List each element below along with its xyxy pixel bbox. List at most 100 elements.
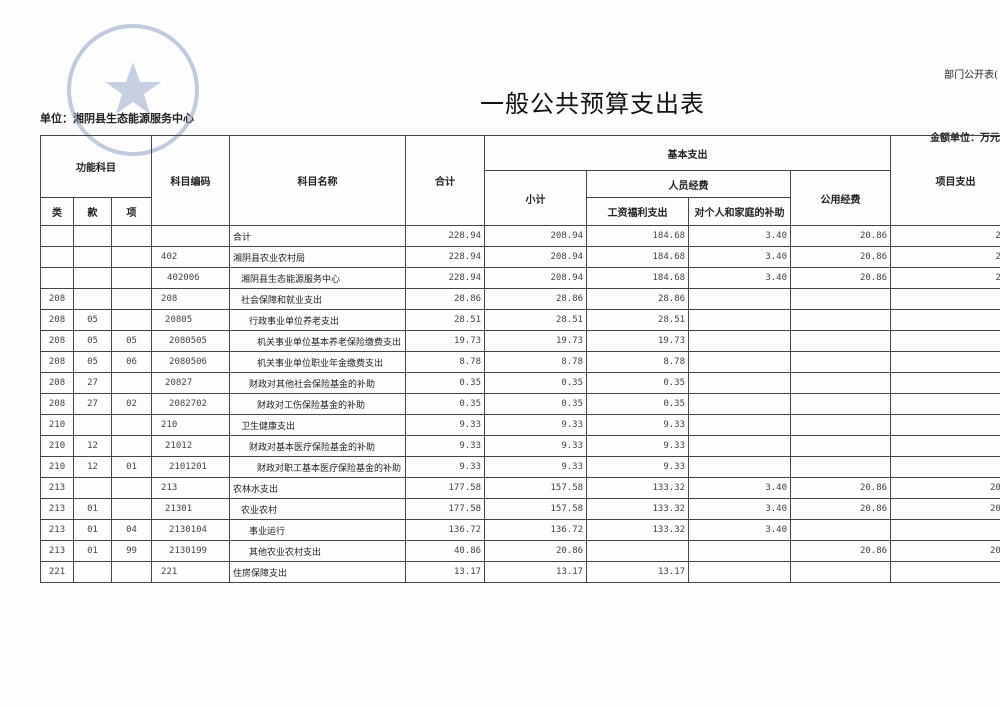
- cell-code: 21012: [151, 435, 231, 457]
- cell-name: 事业运行: [229, 519, 407, 541]
- cell-total: 28.51: [405, 309, 486, 331]
- cell-subsidy: [688, 351, 792, 373]
- cell-lei: 213: [40, 519, 74, 541]
- cell-public: [790, 561, 892, 583]
- cell-total: 177.58: [405, 477, 486, 499]
- cell-kuan: [73, 267, 112, 289]
- cell-wages: 0.35: [586, 393, 690, 415]
- cell-public: [790, 351, 892, 373]
- cell-name: 湘阴县农业农村局: [229, 246, 407, 268]
- cell-total: 40.86: [405, 540, 486, 562]
- cell-kuan: [73, 288, 112, 310]
- cell-xiang: [110, 372, 153, 394]
- header-subsidy: 对个人和家庭的补助: [688, 197, 792, 226]
- header-total: 合计: [405, 135, 486, 226]
- cell-name: 卫生健康支出: [229, 414, 407, 436]
- cell-code: 20827: [151, 372, 231, 394]
- cell-xiang: [110, 498, 153, 520]
- cell-subsidy: 3.40: [688, 477, 792, 499]
- cell-subtotal: 9.33: [484, 456, 588, 478]
- cell-project: [890, 330, 1000, 352]
- cell-name: 行政事业单位养老支出: [229, 309, 407, 331]
- cell-subtotal: 157.58: [484, 498, 588, 520]
- cell-lei: 208: [40, 309, 74, 331]
- table-row: 213 01 04 2130104 事业运行 136.72 136.72 133.32 3.40: [40, 519, 1000, 541]
- header-wages: 工资福利支出: [586, 197, 690, 226]
- cell-lei: 208: [40, 330, 74, 352]
- cell-project: 20.00: [890, 477, 1000, 499]
- cell-project: [890, 435, 1000, 457]
- cell-code: 208: [151, 288, 231, 310]
- cell-subsidy: 3.40: [688, 267, 792, 289]
- cell-subtotal: 208.94: [484, 246, 588, 268]
- table-row: 210 12 01 2101201 财政对职工基本医疗保险基金的补助 9.33 9.33 9.…: [40, 456, 1000, 478]
- cell-public: [790, 393, 892, 415]
- cell-subtotal: 0.35: [484, 393, 588, 415]
- table-row: 208 05 06 2080506 机关事业单位职业年金缴费支出 8.78 8.78 8.78: [40, 351, 1000, 373]
- cell-subtotal: 28.86: [484, 288, 588, 310]
- cell-public: [790, 288, 892, 310]
- cell-project: [890, 414, 1000, 436]
- cell-subsidy: [688, 288, 792, 310]
- cell-total: 19.73: [405, 330, 486, 352]
- cell-subsidy: 3.40: [688, 246, 792, 268]
- cell-kuan: [73, 246, 112, 268]
- cell-subtotal: 208.94: [484, 225, 588, 247]
- cell-name: 住房保障支出: [229, 561, 407, 583]
- cell-public: 20.86: [790, 498, 892, 520]
- table-row: 208 27 02 2082702 财政对工伤保险基金的补助 0.35 0.35 0.35: [40, 393, 1000, 415]
- cell-subtotal: 157.58: [484, 477, 588, 499]
- cell-xiang: [110, 225, 153, 247]
- cell-subtotal: 13.17: [484, 561, 588, 583]
- cell-lei: 221: [40, 561, 74, 583]
- cell-public: [790, 456, 892, 478]
- cell-subsidy: [688, 561, 792, 583]
- table-row: 221 221 住房保障支出 13.17 13.17 13.17: [40, 561, 1000, 583]
- cell-total: 9.33: [405, 414, 486, 436]
- cell-total: 28.86: [405, 288, 486, 310]
- cell-subsidy: [688, 330, 792, 352]
- cell-subtotal: 28.51: [484, 309, 588, 331]
- cell-lei: 208: [40, 393, 74, 415]
- cell-xiang: 06: [110, 351, 153, 373]
- cell-name: 农林水支出: [229, 477, 407, 499]
- cell-code: 2130199: [151, 540, 231, 562]
- table-row: 210 210 卫生健康支出 9.33 9.33 9.33: [40, 414, 1000, 436]
- cell-subtotal: 9.33: [484, 435, 588, 457]
- cell-wages: 133.32: [586, 477, 690, 499]
- cell-total: 228.94: [405, 246, 486, 268]
- cell-lei: 210: [40, 456, 74, 478]
- cell-wages: 9.33: [586, 435, 690, 457]
- cell-name: 机关事业单位基本养老保险缴费支出: [229, 330, 407, 352]
- cell-subtotal: 0.35: [484, 372, 588, 394]
- cell-kuan: [73, 477, 112, 499]
- cell-total: 9.33: [405, 435, 486, 457]
- cell-kuan: [73, 561, 112, 583]
- cell-project: [890, 519, 1000, 541]
- header-code: 科目编码: [151, 135, 231, 226]
- cell-wages: 9.33: [586, 456, 690, 478]
- cell-public: [790, 372, 892, 394]
- cell-kuan: 05: [73, 330, 112, 352]
- table-row: 210 12 21012 财政对基本医疗保险基金的补助 9.33 9.33 9.33: [40, 435, 1000, 457]
- cell-wages: 28.86: [586, 288, 690, 310]
- cell-code: 402: [151, 246, 231, 268]
- cell-kuan: [73, 225, 112, 247]
- cell-total: 136.72: [405, 519, 486, 541]
- table-row: 213 01 21301 农业农村 177.58 157.58 133.32 3.40 20.8…: [40, 498, 1000, 520]
- cell-name: 财政对其他社会保险基金的补助: [229, 372, 407, 394]
- cell-project: [890, 456, 1000, 478]
- cell-name: 农业农村: [229, 498, 407, 520]
- cell-subsidy: [688, 414, 792, 436]
- cell-name: 社会保障和就业支出: [229, 288, 407, 310]
- table-row: 402湘阴县农业农村局228.94208.94184.683.4020.8620…: [40, 246, 1000, 268]
- cell-code: [151, 225, 231, 247]
- cell-lei: 213: [40, 498, 74, 520]
- cell-wages: 133.32: [586, 519, 690, 541]
- header-func: 功能科目: [39, 135, 153, 198]
- header-lei: 类: [40, 197, 74, 226]
- cell-subtotal: 19.73: [484, 330, 588, 352]
- cell-code: 2082702: [151, 393, 231, 415]
- cell-lei: [40, 225, 74, 247]
- cell-project: [890, 288, 1000, 310]
